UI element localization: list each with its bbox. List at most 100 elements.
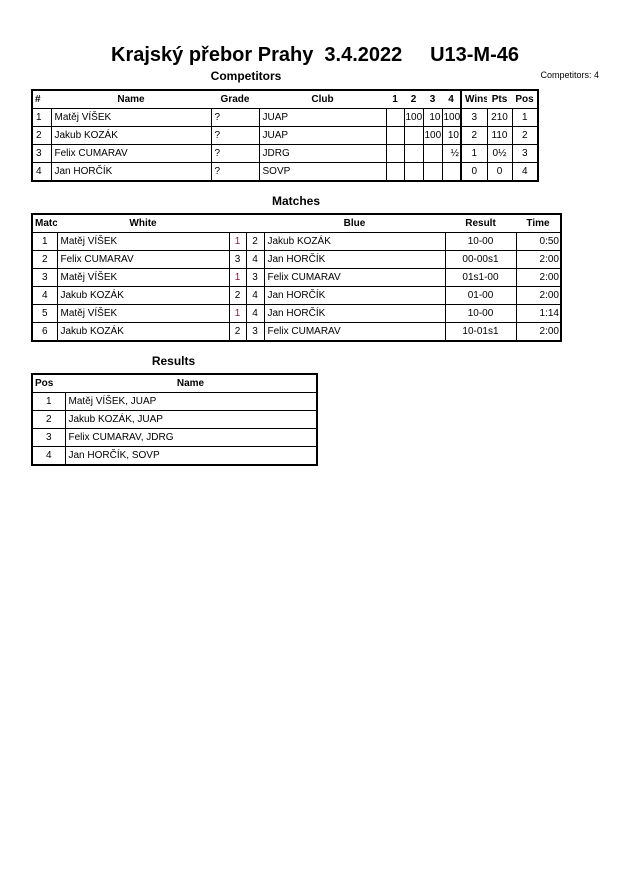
competitor-cell	[403, 144, 424, 163]
competitor-cell: 10	[441, 126, 462, 145]
match-result: 10-00	[444, 304, 517, 323]
white-number: 3	[228, 250, 247, 269]
match-row: 6 Jakub KOZÁK 2 3 Felix CUMARAV 10-01s1 2:00	[31, 322, 562, 342]
competitor-cell: ?	[210, 108, 260, 127]
competitor-cell: 1	[511, 108, 539, 127]
competitor-row: 2 Jakub KOZÁK? JUAP 100 10 2 110 2	[31, 126, 539, 145]
competitor-cell: 3	[31, 144, 52, 163]
column-header: Blue	[264, 213, 445, 233]
white-player: Matěj VÍŠEK	[56, 268, 230, 287]
blue-number: 3	[245, 322, 265, 342]
match-row: 2 Felix CUMARAV 3 4 Jan HORČÍK 00-00s1 2:00	[31, 250, 562, 269]
match-row: 1 Matěj VÍŠEK 1 2 Jakub KOZÁK 10-00 0:50	[31, 232, 562, 251]
competitor-cell: ?	[210, 162, 260, 182]
competitor-cell: 100	[403, 108, 424, 127]
column-header: Time	[516, 213, 561, 233]
result-name: Matěj VÍŠEK, JUAP	[64, 392, 318, 411]
competitor-cell: 3	[460, 108, 488, 127]
results-table: Pos Name 1 Matěj VÍŠEK, JUAP 2 Jakub KOZÁK, J…	[31, 373, 318, 466]
column-header: Pts	[487, 89, 512, 109]
result-row: 4 Jan HORČÍK, SOVP	[31, 446, 318, 466]
competitor-cell: 210	[486, 108, 513, 127]
competitor-cell: 4	[31, 162, 52, 182]
competitor-cell: 2	[31, 126, 52, 145]
match-number: 2	[31, 250, 58, 269]
white-number: 1	[228, 268, 247, 287]
competitor-cell: 4	[511, 162, 539, 182]
competitor-cell	[385, 126, 405, 145]
match-number: 3	[31, 268, 58, 287]
blue-number: 2	[245, 232, 265, 251]
column-header: Name	[65, 373, 317, 393]
white-player: Jakub KOZÁK	[56, 322, 230, 342]
competitor-cell	[385, 144, 405, 163]
match-time: 2:00	[515, 286, 562, 305]
competitor-cell: ?	[210, 144, 260, 163]
match-number: 1	[31, 232, 58, 251]
blue-number: 4	[245, 304, 265, 323]
competitor-cell: 1	[460, 144, 488, 163]
competitors-table: # Name Grade Club 1 2 3 4 Wins Pts Pos 1 Matěj VÍŠEK…	[31, 89, 539, 182]
matches-table: MatchWhiteBlueResultTime1Matěj VÍŠEK12Ja…	[31, 213, 562, 342]
results-heading: Results	[151, 354, 196, 368]
competitor-row: 1 Matěj VÍŠEK? JUAP 100 10 100 3 210 1	[31, 108, 539, 127]
match-time: 2:00	[515, 250, 562, 269]
blue-number: 4	[245, 250, 265, 269]
matches-heading: Matches	[271, 194, 321, 208]
competitor-cell: 110	[486, 126, 513, 145]
column-header: Pos	[32, 373, 65, 393]
competitor-cell: ½	[441, 144, 462, 163]
column-header: 1	[386, 89, 404, 109]
column-header: Name	[51, 89, 211, 109]
match-row: 5 Matěj VÍŠEK 1 4 Jan HORČÍK 10-00 1:14	[31, 304, 562, 323]
column-header: Pos	[512, 89, 538, 109]
white-number: 1	[228, 232, 247, 251]
competitor-cell	[422, 144, 443, 163]
white-number: 2	[228, 322, 247, 342]
blue-player: Felix CUMARAV	[263, 322, 446, 342]
competitor-cell: JUAP	[258, 108, 387, 127]
white-player: Matěj VÍŠEK	[56, 232, 230, 251]
competitor-cell: 2	[460, 126, 488, 145]
competitor-cell: 2	[511, 126, 539, 145]
column-header	[246, 213, 264, 233]
blue-player: Jakub KOZÁK	[263, 232, 446, 251]
match-number: 5	[31, 304, 58, 323]
column-header: Match	[32, 213, 57, 233]
result-name: Jan HORČÍK, SOVP	[64, 446, 318, 466]
match-number: 6	[31, 322, 58, 342]
white-player: Felix CUMARAV	[56, 250, 230, 269]
competitor-cell: 100	[441, 108, 462, 127]
blue-number: 4	[245, 286, 265, 305]
white-player: Jakub KOZÁK	[56, 286, 230, 305]
result-row: 3 Felix CUMARAV, JDRG	[31, 428, 318, 447]
match-result: 10-01s1	[444, 322, 517, 342]
result-row: 1 Matěj VÍŠEK, JUAP	[31, 392, 318, 411]
match-row: 4 Jakub KOZÁK 2 4 Jan HORČÍK 01-00 2:00	[31, 286, 562, 305]
competitor-cell: 100	[422, 126, 443, 145]
competitor-cell	[422, 162, 443, 182]
competitor-cell	[403, 126, 424, 145]
result-pos: 3	[31, 428, 66, 447]
blue-player: Jan HORČÍK	[263, 286, 446, 305]
competitor-cell: Matěj VÍŠEK	[50, 108, 212, 127]
competitor-cell: Jan HORČÍK	[50, 162, 212, 182]
white-number: 1	[228, 304, 247, 323]
competitor-cell: JDRG	[258, 144, 387, 163]
competitor-cell: 10	[422, 108, 443, 127]
result-pos: 2	[31, 410, 66, 429]
competitor-cell: 1	[31, 108, 52, 127]
competitor-cell: SOVP	[258, 162, 387, 182]
column-header: Wins	[460, 89, 487, 109]
competitor-cell: JUAP	[258, 126, 387, 145]
result-row: 2 Jakub KOZÁK, JUAP	[31, 410, 318, 429]
competitor-cell	[385, 108, 405, 127]
competitor-cell: 0	[460, 162, 488, 182]
competitor-row: 4 Jan HORČÍK? SOVP 0 0 4	[31, 162, 539, 182]
competitor-cell: 0½	[486, 144, 513, 163]
match-time: 2:00	[515, 268, 562, 287]
competitor-cell: 3	[511, 144, 539, 163]
competitor-row: 3 Felix CUMARAV? JDRG ½ 1 0½ 3	[31, 144, 539, 163]
competitor-cell	[385, 162, 405, 182]
